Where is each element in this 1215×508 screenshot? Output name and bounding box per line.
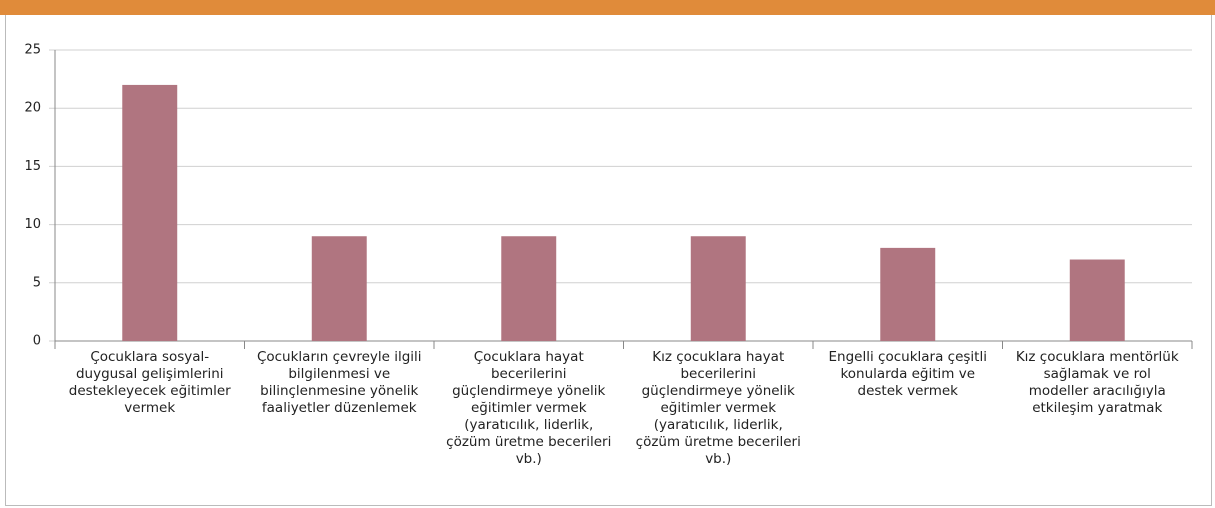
x-tick-label: Kız çocuklara hayat becerilerini güçlend… xyxy=(635,349,801,467)
y-tick-label: 0 xyxy=(33,334,41,349)
bar xyxy=(311,236,367,341)
bar xyxy=(501,236,557,341)
x-tick-label: Çocuklara hayat becerilerini güçlendirme… xyxy=(446,349,612,467)
x-tick-label: Engelli çocuklara çeşitli konularda eğit… xyxy=(828,349,987,399)
x-tick-label: Çocuklara sosyal-duygusal gelişimlerini … xyxy=(68,349,231,416)
frame xyxy=(5,0,1212,506)
y-tick-label: 15 xyxy=(24,159,41,174)
bar xyxy=(690,236,746,341)
x-tick-label: Çocukların çevreyle ilgili bilgilenmesi … xyxy=(256,349,422,416)
bar xyxy=(880,247,936,341)
bar xyxy=(122,84,178,342)
y-tick-label: 25 xyxy=(24,43,41,58)
y-tick-label: 20 xyxy=(24,101,41,116)
bar xyxy=(1069,259,1125,341)
y-tick-label: 5 xyxy=(33,275,41,290)
x-tick-label: Kız çocuklara mentörlük sağlamak ve rol … xyxy=(1015,349,1179,416)
y-tick-label: 10 xyxy=(24,217,41,232)
header-bar xyxy=(0,0,1215,15)
